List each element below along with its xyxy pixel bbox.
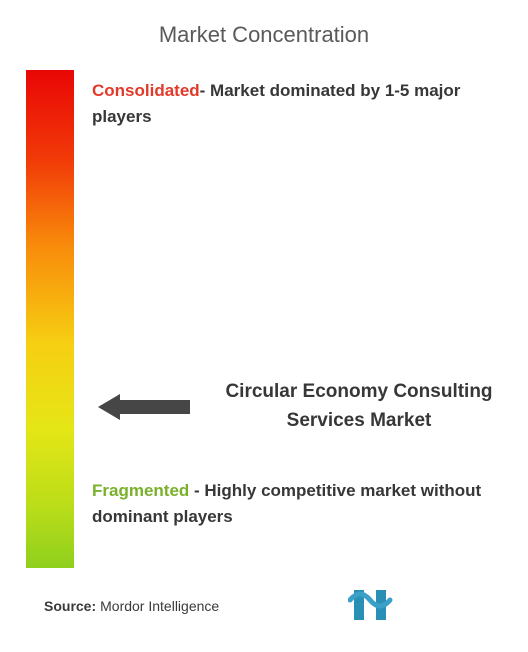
arrow-left-icon <box>98 390 194 424</box>
mordor-logo-icon <box>348 586 394 624</box>
market-indicator-row: Circular Economy Consulting Services Mar… <box>98 378 510 435</box>
consolidated-keyword: Consolidated <box>92 81 200 100</box>
fragmented-keyword: Fragmented <box>92 481 189 500</box>
source-value: Mordor Intelligence <box>100 598 219 614</box>
concentration-gradient-bar <box>26 70 74 568</box>
fragmented-description: Fragmented - Highly competitive market w… <box>92 478 510 531</box>
market-label: Circular Economy Consulting Services Mar… <box>208 378 510 435</box>
source-attribution: Source: Mordor Intelligence <box>44 598 219 614</box>
page-title: Market Concentration <box>0 22 528 48</box>
source-label: Source: <box>44 598 96 614</box>
consolidated-description: Consolidated- Market dominated by 1-5 ma… <box>92 78 510 131</box>
